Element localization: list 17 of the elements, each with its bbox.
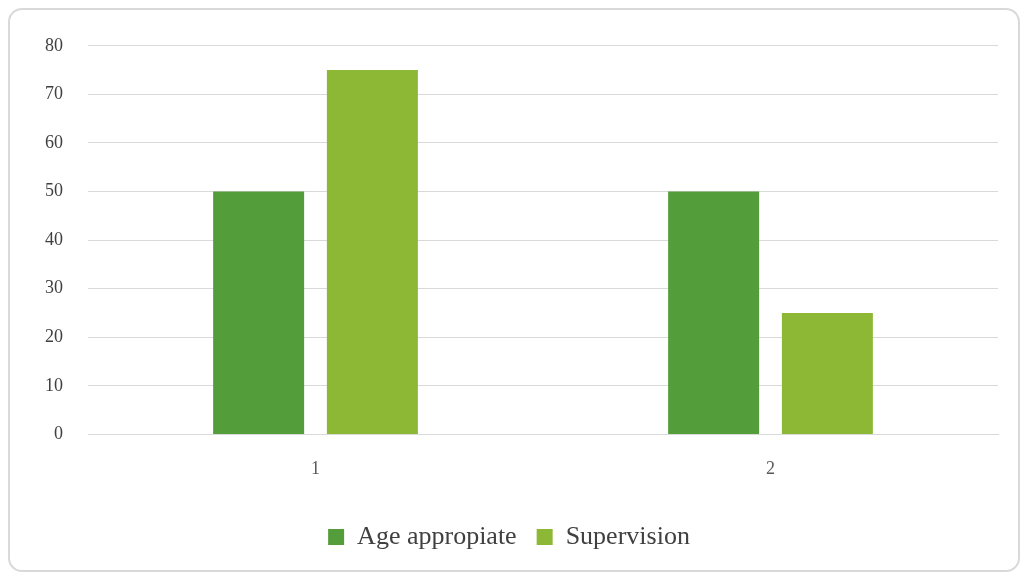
y-tick-label: 70 xyxy=(45,83,63,104)
legend-label: Supervision xyxy=(565,520,690,550)
y-tick-label: 30 xyxy=(45,277,63,298)
bar xyxy=(668,191,760,434)
bar xyxy=(781,312,873,434)
y-tick-label: 60 xyxy=(45,131,63,152)
y-tick-label: 10 xyxy=(45,374,63,395)
bar xyxy=(326,70,418,434)
y-tick-label: 40 xyxy=(45,228,63,249)
y-tick-label: 50 xyxy=(45,180,63,201)
x-tick-label: 2 xyxy=(766,457,775,478)
bar xyxy=(213,191,305,434)
x-tick-label: 1 xyxy=(311,457,320,478)
legend-label: Age appropiate xyxy=(357,520,517,550)
y-tick-label: 20 xyxy=(45,325,63,346)
y-tick-label: 0 xyxy=(54,423,63,444)
y-tick-label: 80 xyxy=(45,34,63,55)
